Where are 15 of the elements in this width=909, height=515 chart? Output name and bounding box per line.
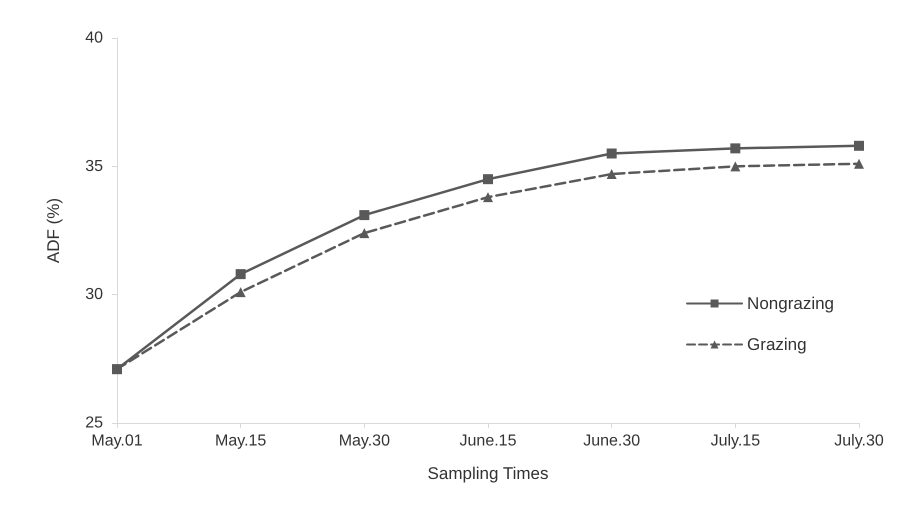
x-tick-label: July.30 — [834, 432, 884, 450]
x-tick-label: May.01 — [91, 432, 143, 450]
y-tick-label: 30 — [85, 286, 104, 304]
legend-label: Nongrazing — [747, 294, 834, 313]
legend-label: Grazing — [747, 335, 807, 354]
x-axis-title: Sampling Times — [428, 464, 548, 483]
x-tick-label: July.15 — [710, 432, 760, 450]
x-tick-label: June.30 — [583, 432, 640, 450]
x-tick-label: May.30 — [338, 432, 390, 450]
y-axis-title: ADF (%) — [44, 198, 63, 264]
x-tick-label: June.15 — [460, 432, 517, 450]
y-tick-label: 40 — [85, 30, 104, 46]
y-tick-label: 25 — [85, 414, 104, 432]
x-tick-label: May.15 — [215, 432, 266, 450]
y-tick-label: 35 — [85, 158, 104, 175]
